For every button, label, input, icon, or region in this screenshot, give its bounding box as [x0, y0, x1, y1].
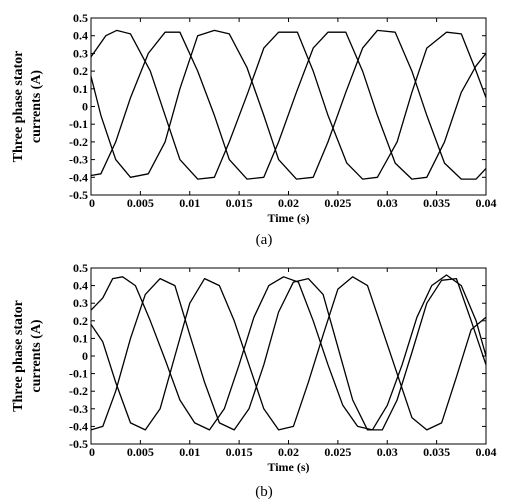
x-tick-label: 0.04	[476, 196, 497, 210]
plot-area-frame	[90, 267, 487, 445]
y-tick-label: 0.1	[73, 331, 88, 345]
y-tick-label: -0.1	[69, 117, 88, 131]
x-tick-label: 0.015	[226, 196, 253, 210]
series-line-2	[90, 276, 487, 431]
y-tick-label: -0.2	[69, 384, 88, 398]
y-tick-label: -0.4	[69, 419, 88, 433]
x-axis-label: Time (s)	[267, 460, 309, 474]
x-axis-label: Time (s)	[267, 211, 309, 225]
series-line-1	[90, 29, 487, 180]
x-tick-label: 0.015	[226, 445, 253, 459]
y-tick-label: 0.2	[73, 64, 88, 78]
panel-caption: (a)	[256, 232, 273, 248]
y-tick-label: -0.5	[69, 188, 88, 202]
x-tick-label: 0.03	[377, 445, 398, 459]
y-tick-label: 0	[82, 100, 88, 114]
x-tick-label: 0.035	[423, 445, 450, 459]
series-line-3	[90, 277, 487, 431]
x-tick-label: 0.03	[377, 196, 398, 210]
y-axis-label-line: currents (A)	[29, 70, 44, 144]
plot-area-frame	[90, 17, 487, 196]
y-tick-label: -0.3	[69, 402, 88, 416]
panel-caption: (b)	[255, 484, 273, 500]
x-tick-label: 0.025	[324, 196, 351, 210]
x-tick-label: 0.01	[179, 196, 200, 210]
x-tick-label: 0.02	[278, 196, 299, 210]
y-tick-label: 0.2	[73, 314, 88, 328]
y-tick-label: 0.4	[73, 29, 88, 43]
y-tick-label: -0.3	[69, 153, 88, 167]
x-tick-label: 0.025	[324, 445, 351, 459]
panel-b: 0.50.40.30.20.10-0.1-0.2-0.3-0.4-0.50 0.0…	[11, 261, 497, 500]
series-line-1	[90, 274, 487, 431]
y-axis-label-line: Three phase stator	[11, 300, 26, 412]
y-tick-label: -0.5	[69, 437, 88, 451]
y-tick-label: 0.5	[73, 11, 88, 25]
x-tick-label: 0	[89, 445, 95, 459]
panel-a: 0.50.40.30.20.10-0.1-0.2-0.3-0.4-0.50 0.0…	[11, 11, 497, 248]
series-line-2	[90, 29, 487, 180]
x-tick-label: 0	[89, 196, 95, 210]
y-tick-label: -0.4	[69, 170, 88, 184]
series-line-3	[90, 31, 487, 180]
y-tick-label: 0.5	[73, 261, 88, 275]
y-tick-label: 0.3	[73, 46, 88, 60]
y-tick-label: 0.4	[73, 279, 88, 293]
y-tick-label: 0	[82, 349, 88, 363]
y-axis-label-line: Three phase stator	[11, 51, 26, 163]
y-tick-label: -0.2	[69, 135, 88, 149]
y-tick-label: -0.1	[69, 367, 88, 381]
x-tick-label: 0.005	[127, 196, 154, 210]
y-tick-label: 0.1	[73, 82, 88, 96]
x-tick-label: 0.01	[179, 445, 200, 459]
y-tick-label: 0.3	[73, 296, 88, 310]
x-tick-label: 0.04	[476, 445, 497, 459]
y-axis-label-line: currents (A)	[29, 319, 44, 393]
x-tick-label: 0.005	[127, 445, 154, 459]
x-tick-label: 0.02	[278, 445, 299, 459]
x-tick-label: 0.035	[423, 196, 450, 210]
